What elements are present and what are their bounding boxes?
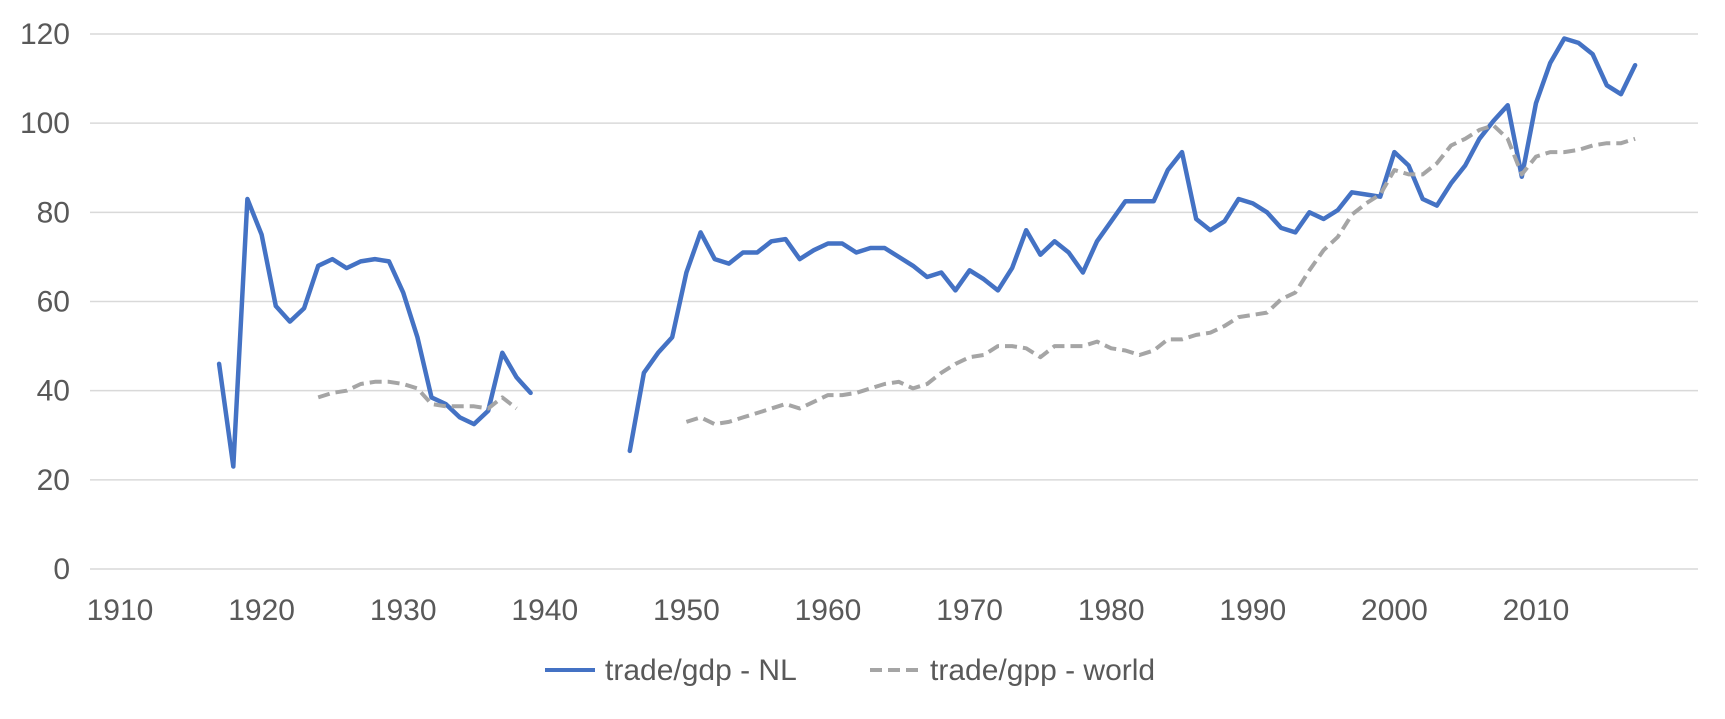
legend: trade/gdp - NL trade/gpp - world bbox=[545, 654, 1155, 687]
series-line-segment bbox=[627, 36, 1638, 454]
legend-item-nl: trade/gdp - NL bbox=[545, 654, 797, 687]
x-tick-label: 1940 bbox=[511, 594, 578, 627]
y-tick-label: 20 bbox=[37, 464, 70, 497]
x-axis-tick-labels: 1910 1920 1930 1940 1950 1960 1970 1980 1990 2000… bbox=[87, 594, 1570, 627]
y-tick-label: 100 bbox=[20, 107, 70, 140]
x-tick-label: 1960 bbox=[795, 594, 862, 627]
y-axis-tick-labels: 0 20 40 60 80 100 120 bbox=[20, 18, 70, 586]
x-tick-label: 2000 bbox=[1361, 594, 1428, 627]
y-tick-label: 60 bbox=[37, 286, 70, 319]
x-tick-label: 1990 bbox=[1219, 594, 1286, 627]
series-nl bbox=[216, 36, 1638, 469]
gridlines bbox=[90, 33, 1698, 570]
x-tick-label: 1950 bbox=[653, 594, 720, 627]
x-tick-label: 1920 bbox=[228, 594, 295, 627]
x-tick-label: 1970 bbox=[936, 594, 1003, 627]
legend-item-world: trade/gpp - world bbox=[870, 654, 1155, 687]
y-tick-label: 80 bbox=[37, 196, 70, 229]
series-world bbox=[317, 123, 1636, 427]
series-line-segment bbox=[317, 379, 518, 411]
y-tick-label: 40 bbox=[37, 375, 70, 408]
y-tick-label: 120 bbox=[20, 18, 70, 51]
series-line-segment bbox=[685, 123, 1636, 427]
x-tick-label: 1910 bbox=[87, 594, 154, 627]
series-line-segment bbox=[216, 196, 533, 469]
legend-label: trade/gdp - NL bbox=[605, 654, 797, 687]
x-tick-label: 1930 bbox=[370, 594, 437, 627]
legend-label: trade/gpp - world bbox=[930, 654, 1155, 687]
x-tick-label: 2010 bbox=[1503, 594, 1570, 627]
series-lines bbox=[216, 36, 1638, 469]
y-tick-label: 0 bbox=[53, 553, 70, 586]
x-tick-label: 1980 bbox=[1078, 594, 1145, 627]
